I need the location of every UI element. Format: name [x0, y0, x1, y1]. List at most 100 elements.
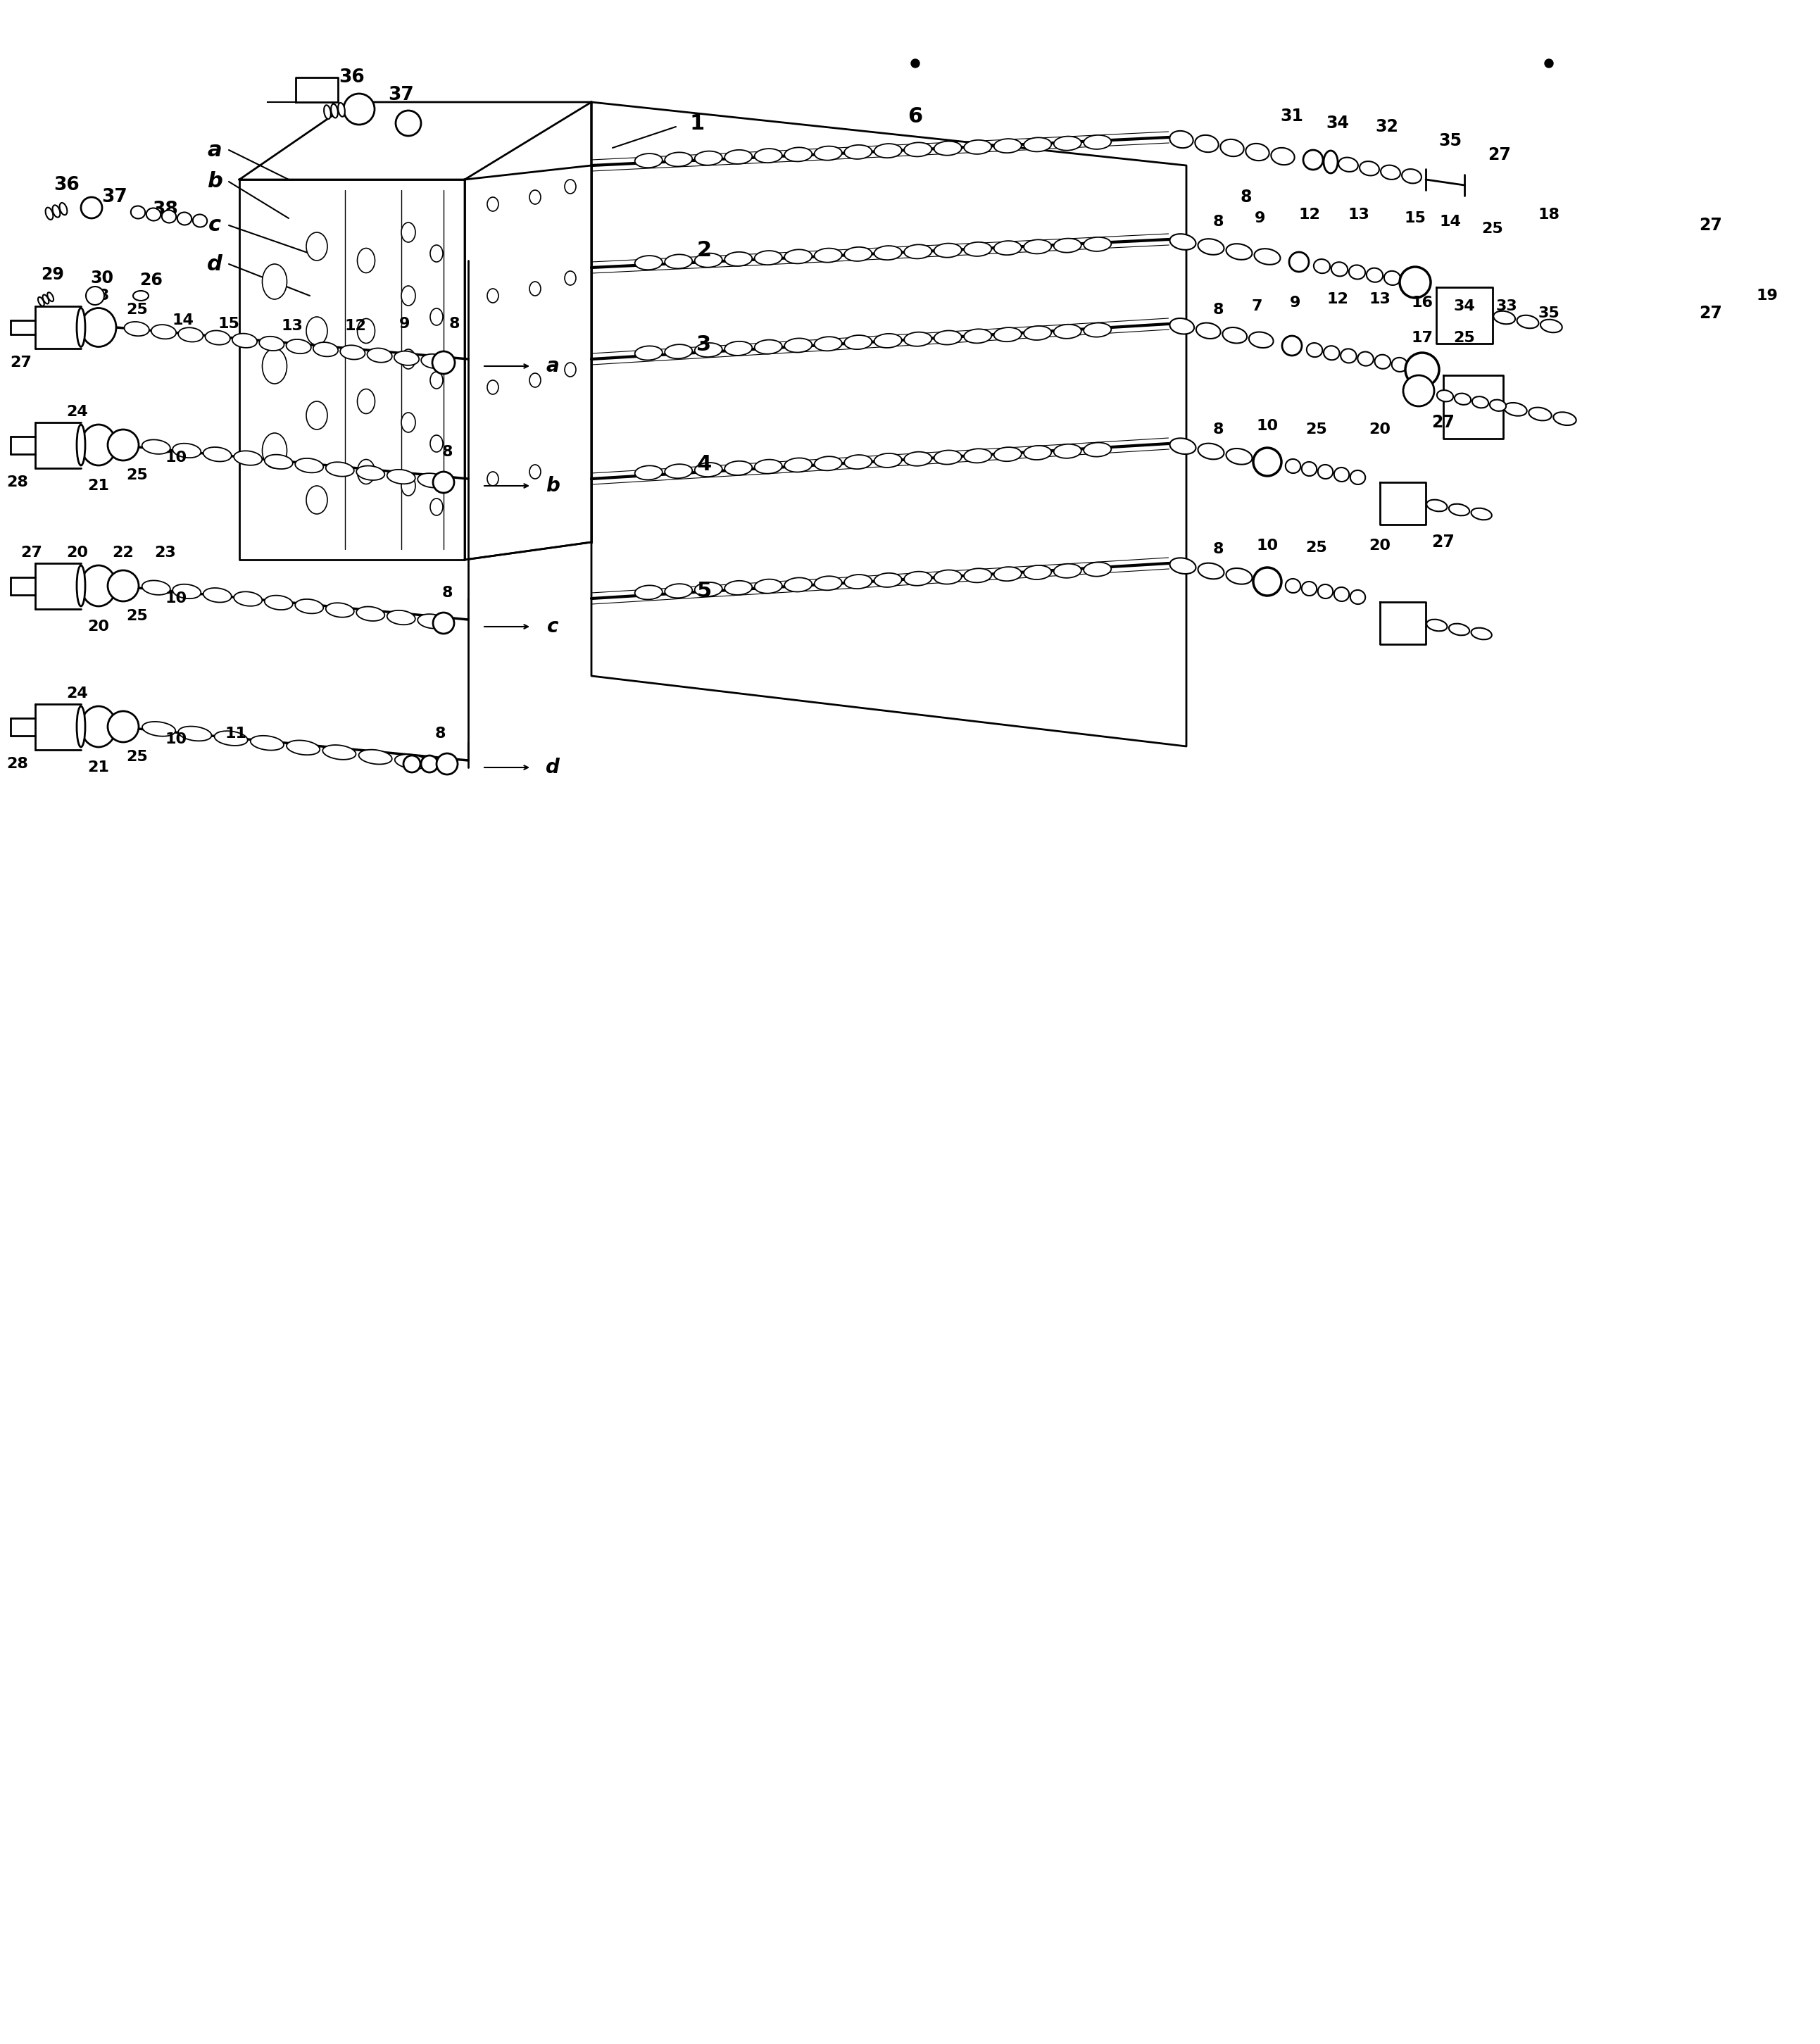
Ellipse shape [1471, 628, 1492, 640]
Text: 3: 3 [697, 335, 712, 356]
Ellipse shape [635, 585, 662, 599]
Ellipse shape [1449, 505, 1469, 515]
Text: 12: 12 [1327, 292, 1349, 307]
Text: 25: 25 [126, 609, 147, 623]
Ellipse shape [1358, 352, 1374, 366]
Ellipse shape [262, 350, 288, 384]
Ellipse shape [1334, 587, 1349, 601]
Text: 37: 37 [388, 86, 415, 104]
Text: 1: 1 [690, 112, 704, 133]
Ellipse shape [133, 290, 149, 300]
Text: 7: 7 [1252, 298, 1263, 313]
Ellipse shape [635, 466, 662, 480]
Ellipse shape [1025, 239, 1052, 253]
Text: 9: 9 [1254, 211, 1265, 225]
Ellipse shape [564, 180, 575, 194]
Ellipse shape [204, 589, 231, 603]
Ellipse shape [430, 435, 442, 452]
Ellipse shape [905, 245, 932, 260]
Text: a: a [546, 356, 559, 376]
Ellipse shape [530, 282, 541, 296]
Ellipse shape [530, 190, 541, 204]
Ellipse shape [295, 599, 324, 613]
Ellipse shape [417, 613, 446, 628]
Text: 20: 20 [67, 546, 89, 560]
Ellipse shape [306, 317, 328, 345]
Circle shape [433, 613, 455, 634]
Ellipse shape [76, 425, 86, 466]
Ellipse shape [1491, 401, 1505, 411]
Circle shape [107, 711, 138, 742]
Ellipse shape [1307, 343, 1323, 358]
Ellipse shape [1083, 135, 1112, 149]
Circle shape [395, 110, 420, 135]
Text: 8: 8 [435, 726, 446, 740]
Ellipse shape [965, 450, 992, 462]
Ellipse shape [60, 202, 67, 215]
Ellipse shape [1223, 327, 1247, 343]
Ellipse shape [402, 223, 415, 241]
Ellipse shape [905, 331, 932, 345]
Text: 8: 8 [450, 317, 460, 331]
Ellipse shape [215, 732, 248, 746]
Ellipse shape [178, 327, 204, 341]
Ellipse shape [664, 585, 692, 599]
Text: 13: 13 [1349, 208, 1370, 223]
Ellipse shape [874, 454, 901, 468]
Ellipse shape [306, 486, 328, 513]
Text: c: c [207, 215, 220, 235]
Ellipse shape [430, 372, 442, 388]
Text: 25: 25 [126, 468, 147, 482]
Ellipse shape [1334, 468, 1349, 482]
Ellipse shape [1054, 239, 1081, 253]
Ellipse shape [388, 611, 415, 625]
Ellipse shape [388, 470, 415, 484]
Ellipse shape [1249, 331, 1274, 347]
Ellipse shape [178, 726, 211, 740]
Ellipse shape [1323, 345, 1340, 360]
Ellipse shape [934, 570, 961, 585]
Ellipse shape [76, 309, 86, 347]
Ellipse shape [1341, 350, 1356, 364]
Ellipse shape [1054, 564, 1081, 578]
Ellipse shape [1454, 392, 1471, 405]
Circle shape [86, 286, 104, 305]
Ellipse shape [235, 452, 262, 466]
Circle shape [437, 754, 457, 775]
Ellipse shape [814, 337, 843, 352]
Ellipse shape [1338, 157, 1358, 172]
Ellipse shape [844, 456, 872, 468]
Text: 8: 8 [1212, 542, 1223, 556]
Text: 37: 37 [102, 188, 127, 206]
Ellipse shape [755, 339, 783, 354]
Ellipse shape [1427, 499, 1447, 511]
Text: 8: 8 [1212, 423, 1223, 437]
Ellipse shape [162, 211, 177, 223]
Ellipse shape [1198, 239, 1225, 256]
Ellipse shape [905, 572, 932, 587]
Ellipse shape [173, 585, 200, 599]
Ellipse shape [724, 462, 752, 474]
Ellipse shape [530, 464, 541, 478]
Ellipse shape [1540, 319, 1562, 333]
Circle shape [420, 756, 439, 773]
Circle shape [1400, 268, 1431, 298]
Ellipse shape [1170, 437, 1196, 454]
Text: c: c [546, 617, 559, 636]
Ellipse shape [934, 141, 961, 155]
Ellipse shape [724, 149, 752, 164]
Ellipse shape [1381, 166, 1400, 180]
Circle shape [1289, 251, 1309, 272]
Text: 20: 20 [87, 619, 109, 634]
Ellipse shape [313, 341, 339, 356]
Text: 28: 28 [7, 476, 29, 489]
Ellipse shape [42, 294, 49, 305]
Text: 34: 34 [1327, 114, 1349, 131]
Text: 20: 20 [1369, 540, 1390, 552]
Ellipse shape [695, 253, 723, 268]
Ellipse shape [1270, 147, 1294, 166]
Ellipse shape [784, 458, 812, 472]
Ellipse shape [488, 380, 499, 394]
Text: 34: 34 [1454, 298, 1476, 313]
Ellipse shape [1349, 266, 1365, 280]
